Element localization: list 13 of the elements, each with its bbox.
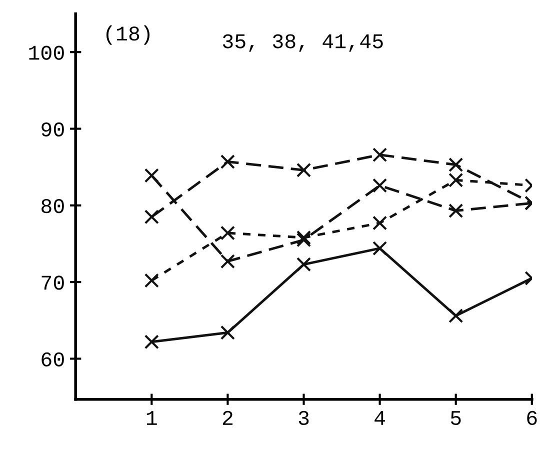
annotation: (18) [106,25,150,45]
x-tick-label: 6 [527,410,537,426]
x-tick-label: 1 [146,411,157,425]
y-tick-label: 80 [42,199,64,214]
y-tick-label: 60 [42,352,64,366]
y-tick-label: 100 [29,46,64,60]
y-tick-label: 70 [42,276,64,290]
annotation: 35, 38, 41,45 [222,34,383,52]
x-tick-label: 3 [298,410,309,426]
x-tick-label: 4 [374,411,385,425]
x-tick-label: 2 [222,410,232,425]
x-tick-label: 5 [450,411,461,426]
y-tick-label: 90 [42,122,64,136]
